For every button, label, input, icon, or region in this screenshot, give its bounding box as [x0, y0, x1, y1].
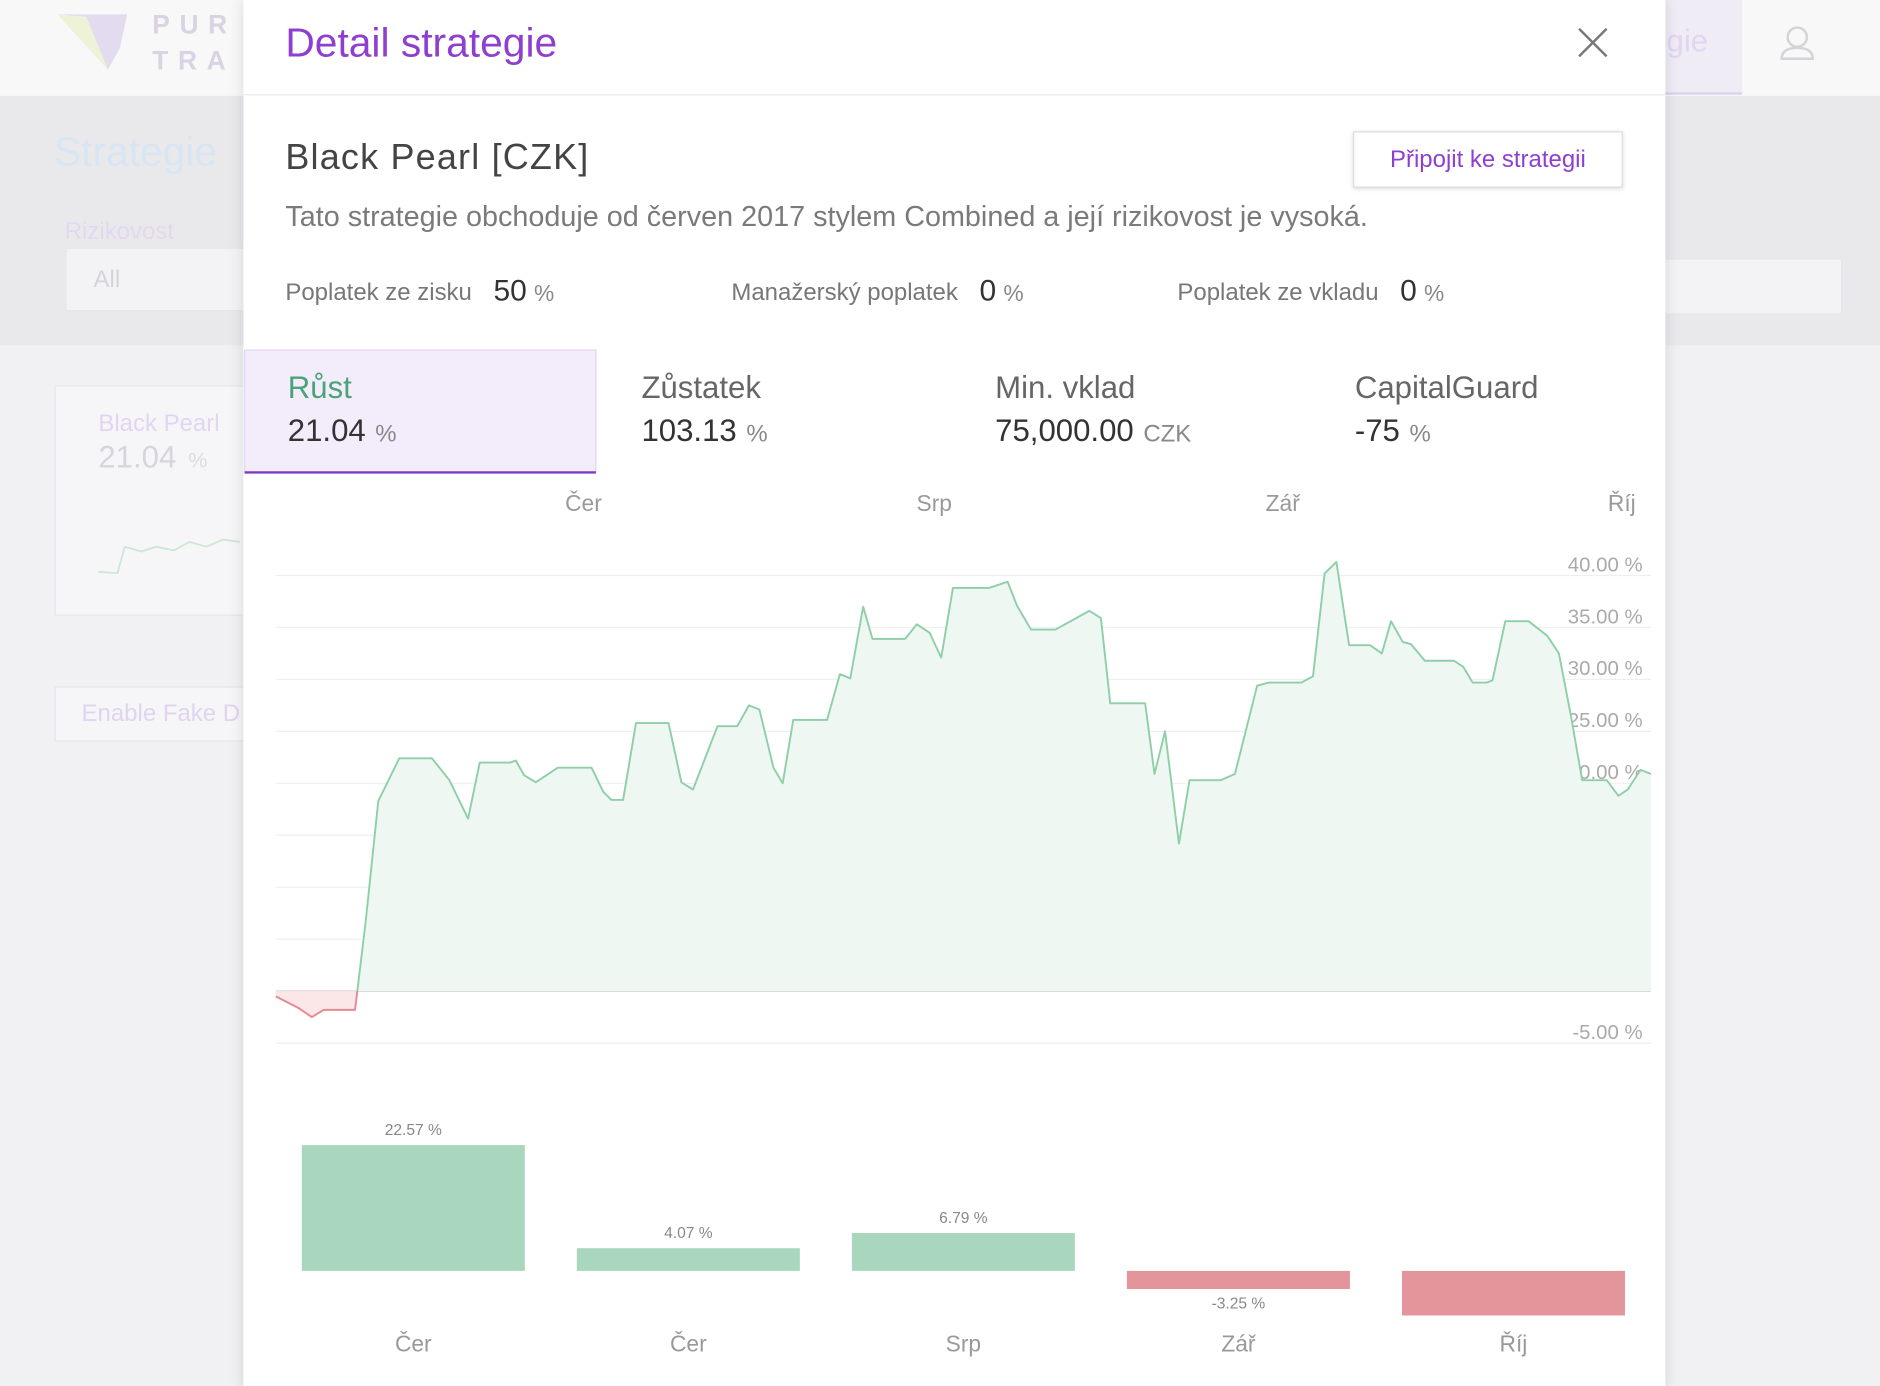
search-input[interactable]	[1653, 258, 1843, 315]
tab-value: 21.04	[288, 413, 366, 448]
area	[275, 561, 1651, 1018]
nav-tab[interactable]	[1665, 0, 1743, 94]
tab-label: Min. vklad	[995, 370, 1135, 405]
tab-unit: %	[1409, 421, 1430, 448]
tab-value: 75,000.00	[995, 413, 1134, 448]
bar-category-label: Srp	[946, 1330, 981, 1356]
active-tab[interactable]	[244, 349, 597, 473]
tab-value: -75	[1355, 413, 1400, 448]
x-tick-label: Čer	[565, 490, 602, 516]
y-tick-label: 40.00 %	[1568, 554, 1643, 576]
x-tick-label: Zář	[1266, 490, 1301, 516]
bar	[301, 1145, 525, 1271]
fee-value: 0	[979, 274, 996, 307]
card-sparkline	[98, 538, 240, 575]
join-button-text: Připojit ke strategii	[1390, 146, 1586, 173]
fee-value: 50	[493, 274, 526, 307]
strategy-description: Tato strategie obchoduje od červen 2017 …	[285, 201, 1367, 233]
page-heading: Strategie	[54, 128, 217, 174]
bar-value-label: 22.57 %	[385, 1122, 442, 1139]
fee-label: Manažerský poplatek	[731, 279, 959, 306]
y-tick-label: 30.00 %	[1568, 658, 1643, 680]
fee-unit: %	[534, 280, 554, 306]
card-unit: %	[188, 447, 207, 472]
tab-value: 103.13	[641, 413, 736, 448]
bar	[576, 1248, 800, 1271]
filter-select[interactable]	[65, 247, 259, 312]
close-button[interactable]	[1578, 27, 1608, 58]
tab-label: Zůstatek	[641, 370, 761, 405]
x-tick-label: Říj	[1608, 490, 1636, 516]
logo-text: TRA	[152, 45, 235, 75]
bar	[851, 1233, 1075, 1271]
tab-unit: %	[746, 421, 767, 448]
logo-text: PUR	[152, 9, 236, 39]
card-value: 21.04	[98, 439, 176, 474]
fee-unit: %	[1424, 280, 1444, 306]
modal-title: Detail strategie	[285, 19, 557, 65]
y-tick-label: 20.00 %	[1568, 762, 1643, 784]
tab-unit: %	[375, 421, 396, 448]
x-tick-label: Srp	[917, 490, 952, 516]
bar-value-label: 6.79 %	[939, 1210, 988, 1227]
y-tick-label: 25.00 %	[1568, 710, 1643, 732]
fee-label: Poplatek ze zisku	[285, 279, 472, 306]
fee-value: 0	[1400, 274, 1417, 307]
fee-label: Poplatek ze vkladu	[1177, 279, 1378, 306]
tab-label: Růst	[288, 370, 352, 405]
bar-category-label: Říj	[1500, 1330, 1528, 1356]
filter-label: Rizikovost	[65, 218, 175, 245]
bar	[1401, 1270, 1625, 1316]
bar-category-label: Čer	[395, 1330, 432, 1356]
bar-category-label: Zář	[1221, 1330, 1256, 1356]
line	[275, 560, 1652, 1019]
user-icon[interactable]	[1780, 26, 1815, 60]
strategy-name: Black Pearl [CZK]	[285, 136, 589, 177]
y-tick-label: -5.00 %	[1572, 1022, 1642, 1044]
y-tick-label: 35.00 %	[1568, 606, 1643, 628]
bar-value-label: -3.25 %	[1212, 1296, 1266, 1313]
filter-value: All	[94, 266, 121, 293]
bar-value-label: 4.07 %	[664, 1225, 713, 1242]
join-button[interactable]	[1353, 131, 1623, 188]
charts: 40.00 %35.00 %30.00 %25.00 %20.00 %15.00…	[275, 490, 1652, 1356]
tab-unit: CZK	[1143, 421, 1191, 448]
card-name: Black Pearl	[98, 410, 219, 437]
logo-icon-accent	[57, 14, 108, 70]
bar	[1126, 1270, 1350, 1290]
fees: Poplatek ze zisku 50% Manažerský poplatek 0…	[285, 274, 1444, 307]
nav-item[interactable]: gie	[1667, 23, 1709, 58]
tabs: Růst 21.04 % Zůstatek 103.13 % Min. vklad 75,00…	[288, 370, 1539, 448]
strategy-card[interactable]	[54, 385, 260, 616]
fake-data-button-text: Enable Fake D	[82, 700, 241, 727]
bar-category-label: Čer	[670, 1330, 707, 1356]
fee-unit: %	[1003, 280, 1023, 306]
tab-label: CapitalGuard	[1355, 370, 1539, 405]
